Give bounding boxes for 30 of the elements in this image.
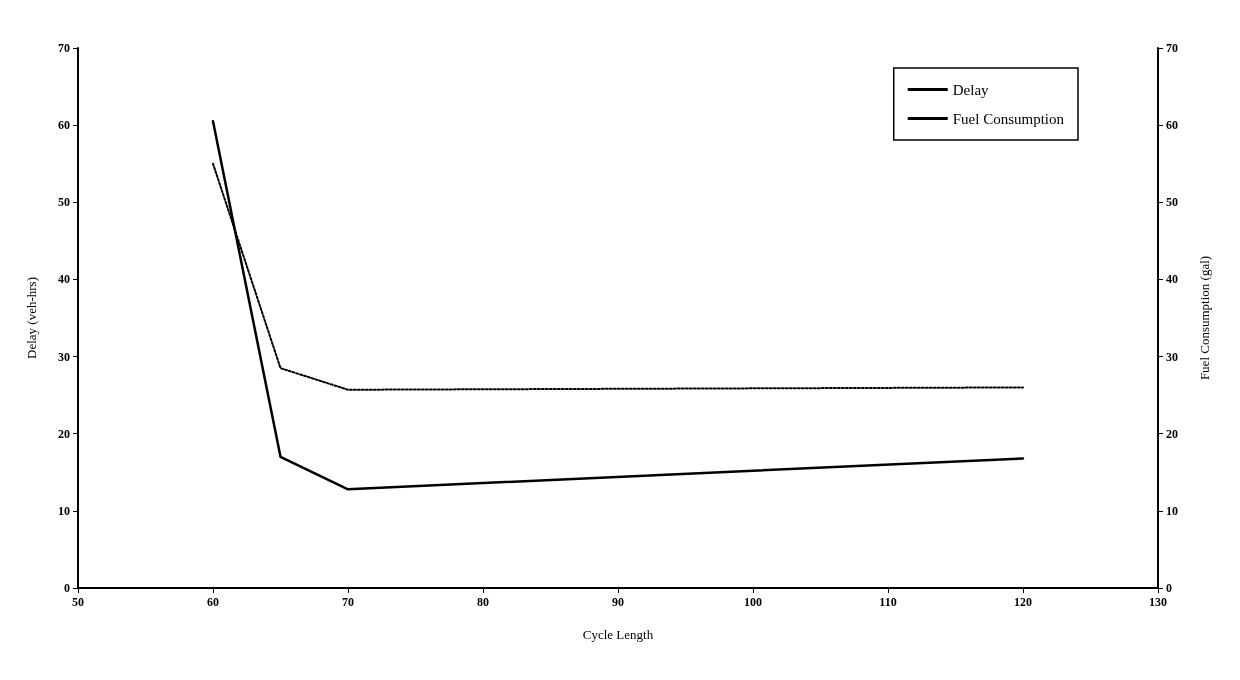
y2-tick-label: 50 [1166,195,1178,210]
y-tick-label: 60 [58,118,70,133]
legend-label: Fuel Consumption [952,110,1065,127]
x-axis-title: Cycle Length [582,627,654,642]
x-tick-label: 60 [207,595,219,609]
x-tick-label: 80 [477,595,489,609]
x-tick-label: 50 [72,595,84,609]
y-tick-label: 30 [58,349,70,364]
y2-tick-label: 40 [1166,272,1178,287]
y-tick-label: 20 [58,426,70,441]
y-axis-title: Delay (veh-hrs) [24,277,39,359]
y-tick-label: 50 [58,195,70,210]
y2-tick-label: 10 [1166,503,1178,518]
y2-axis-title: Fuel Consumption (gal) [1197,255,1212,381]
y2-tick-label: 30 [1166,349,1178,364]
x-tick-label: 70 [342,595,354,609]
y-tick-label: 10 [58,503,70,518]
y-tick-label: 40 [58,272,70,287]
x-tick-label: 110 [879,595,897,609]
y2-tick-label: 0 [1166,581,1172,595]
x-tick-label: 120 [1014,595,1032,609]
x-tick-label: 90 [612,595,624,609]
x-tick-label: 130 [1149,595,1167,609]
y-tick-label: 0 [64,581,70,595]
y-tick-label: 70 [58,41,70,55]
y2-tick-label: 20 [1166,426,1178,441]
x-tick-label: 100 [744,595,762,609]
y2-tick-label: 70 [1166,41,1178,55]
y2-tick-label: 60 [1166,118,1178,133]
legend-label: Delay [952,81,990,98]
